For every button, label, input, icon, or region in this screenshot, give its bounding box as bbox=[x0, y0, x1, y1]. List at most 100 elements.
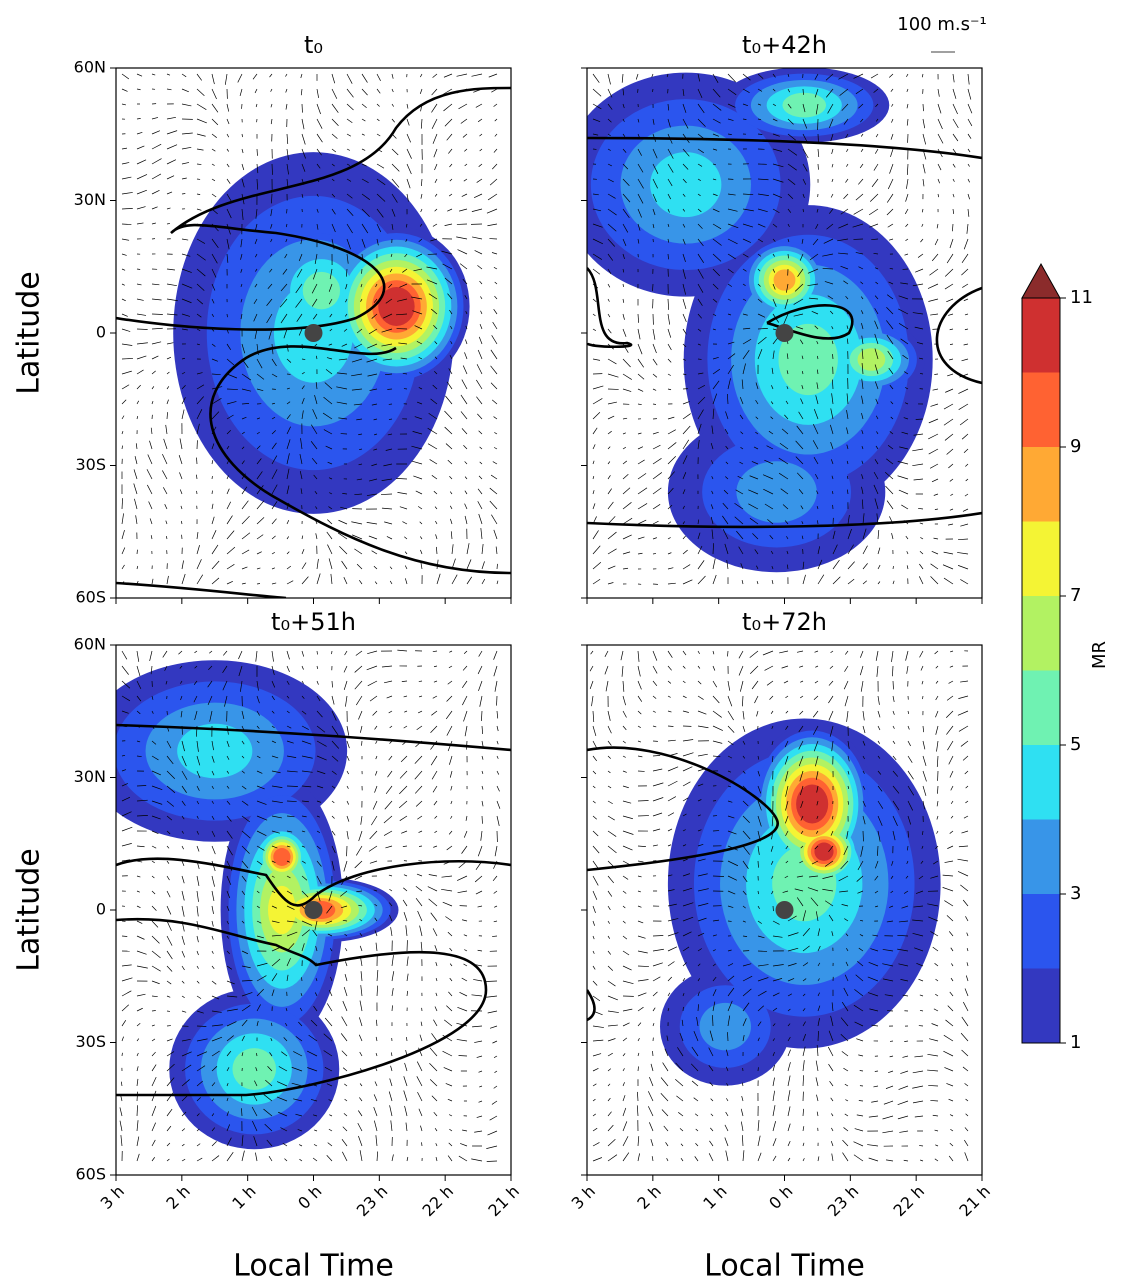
wind-vector bbox=[593, 490, 594, 494]
wind-vector bbox=[937, 816, 938, 819]
wind-vector bbox=[327, 1155, 332, 1161]
wind-vector bbox=[459, 1156, 467, 1161]
quiver-key-label: 100 m.s⁻¹ bbox=[897, 14, 986, 35]
wind-vector bbox=[817, 1112, 818, 1116]
wind-vector bbox=[495, 134, 497, 136]
wind-vector bbox=[803, 1143, 804, 1146]
wind-vector bbox=[271, 89, 272, 92]
wind-vector bbox=[152, 371, 156, 374]
wind-vector bbox=[465, 339, 467, 344]
wind-vector bbox=[344, 861, 347, 872]
wind-vector bbox=[752, 681, 758, 689]
wind-vector bbox=[803, 1060, 804, 1071]
wind-vector bbox=[375, 726, 377, 729]
wind-vector bbox=[608, 489, 612, 494]
wind-vector bbox=[475, 876, 482, 882]
wind-vector bbox=[961, 831, 968, 833]
wind-vector bbox=[212, 1156, 219, 1161]
wind-vector bbox=[452, 544, 453, 554]
wind-vector bbox=[965, 464, 968, 467]
wind-vector bbox=[964, 344, 968, 345]
wind-vector bbox=[347, 119, 352, 123]
wind-vector bbox=[137, 329, 148, 330]
wind-vector bbox=[255, 89, 257, 93]
wind-vector bbox=[861, 134, 863, 136]
wind-vector bbox=[593, 846, 599, 853]
plot-area bbox=[561, 67, 982, 584]
wind-vector bbox=[196, 475, 197, 479]
wind-vector bbox=[242, 533, 250, 539]
colorbar-label: MR bbox=[1089, 641, 1110, 669]
wind-vector bbox=[385, 846, 392, 848]
wind-vector bbox=[638, 1007, 643, 1011]
wind-vector bbox=[906, 74, 908, 77]
wind-vector bbox=[377, 119, 379, 121]
y-tick-label: 60S bbox=[75, 1165, 106, 1184]
wind-vector bbox=[287, 566, 291, 569]
wind-vector bbox=[359, 1017, 362, 1026]
wind-vector bbox=[832, 149, 833, 154]
wind-vector bbox=[920, 239, 923, 242]
wind-vector bbox=[593, 386, 603, 389]
wind-vector bbox=[165, 504, 167, 509]
wind-vector bbox=[482, 579, 485, 584]
wind-vector bbox=[287, 666, 290, 672]
wind-vector bbox=[831, 1141, 833, 1146]
wind-vector bbox=[368, 681, 377, 686]
wind-vector bbox=[212, 545, 218, 554]
wind-vector bbox=[668, 359, 671, 362]
wind-vector bbox=[317, 89, 319, 98]
x-tick-label: 3 h bbox=[568, 1182, 599, 1213]
wind-vector bbox=[668, 947, 677, 951]
wind-vector bbox=[945, 861, 953, 863]
wind-vector bbox=[347, 816, 349, 822]
wind-vector bbox=[487, 209, 497, 213]
x-tick-label: 22 h bbox=[890, 1182, 929, 1221]
wind-vector bbox=[803, 1075, 804, 1086]
wind-vector bbox=[227, 149, 229, 151]
wind-vector bbox=[965, 1127, 968, 1131]
wind-vector bbox=[945, 389, 953, 392]
wind-vector bbox=[947, 741, 953, 750]
wind-vector bbox=[147, 469, 152, 479]
contour-line bbox=[587, 990, 595, 1020]
wind-vector bbox=[137, 146, 144, 149]
wind-vector bbox=[608, 906, 610, 910]
wind-vector bbox=[638, 389, 643, 391]
wind-vector bbox=[212, 119, 218, 125]
wind-vector bbox=[465, 461, 467, 464]
wind-vector bbox=[271, 119, 272, 124]
wind-vector bbox=[590, 666, 593, 671]
wind-vector bbox=[450, 771, 452, 778]
wind-vector bbox=[152, 861, 155, 863]
wind-vector bbox=[891, 651, 893, 662]
wind-vector bbox=[167, 1126, 171, 1131]
wind-vector bbox=[227, 119, 229, 124]
wind-vector bbox=[342, 1139, 347, 1146]
wind-vector bbox=[623, 1108, 626, 1116]
wind-vector bbox=[457, 1007, 467, 1011]
wind-vector bbox=[120, 1121, 122, 1131]
wind-vector bbox=[372, 551, 377, 554]
wind-vector bbox=[360, 1150, 362, 1161]
wind-vector bbox=[152, 190, 160, 194]
wind-vector bbox=[962, 1017, 968, 1026]
wind-vector bbox=[788, 1106, 790, 1116]
wind-vector bbox=[465, 164, 467, 166]
wind-vector bbox=[270, 74, 272, 77]
wind-vector bbox=[938, 194, 939, 197]
wind-vector bbox=[461, 411, 467, 419]
wind-vector bbox=[953, 104, 958, 114]
wind-vector bbox=[167, 412, 168, 419]
wind-vector bbox=[227, 516, 233, 524]
wind-vector bbox=[608, 1125, 613, 1131]
wind-vector bbox=[197, 1144, 200, 1146]
wind-vector bbox=[950, 494, 953, 496]
wind-vector bbox=[376, 1068, 377, 1071]
wind-vector bbox=[683, 414, 691, 419]
wind-vector bbox=[314, 1130, 317, 1131]
wind-vector bbox=[863, 563, 868, 569]
wind-vector bbox=[947, 915, 953, 921]
wind-vector bbox=[904, 1041, 908, 1042]
contour-fill bbox=[177, 724, 252, 778]
